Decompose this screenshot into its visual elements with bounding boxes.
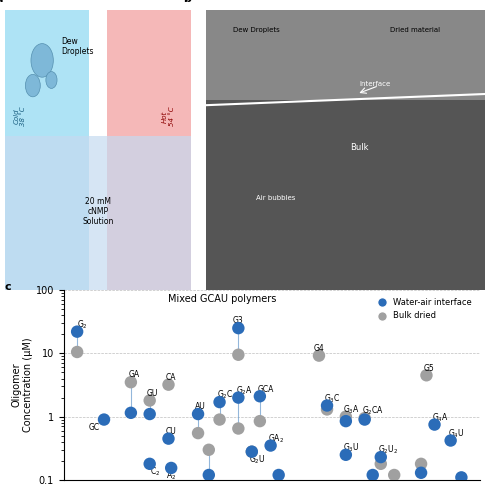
Text: G$_3$A: G$_3$A xyxy=(343,403,360,415)
Point xyxy=(447,436,455,444)
FancyBboxPatch shape xyxy=(107,10,191,290)
Point xyxy=(267,442,274,450)
Point xyxy=(127,378,135,386)
Text: Bulk: Bulk xyxy=(350,143,368,152)
Text: U$_2$: U$_2$ xyxy=(0,499,1,500)
Text: G$_4$A: G$_4$A xyxy=(432,411,449,424)
Point xyxy=(256,392,264,400)
Text: GU: GU xyxy=(147,389,158,398)
Point xyxy=(165,434,172,442)
Text: GA$_2$: GA$_2$ xyxy=(268,432,284,444)
Point xyxy=(342,417,350,425)
Text: a: a xyxy=(0,0,3,4)
Point xyxy=(205,446,213,454)
Text: Dried material: Dried material xyxy=(390,28,441,34)
Text: G$_4$U: G$_4$U xyxy=(448,427,465,440)
Point xyxy=(146,410,153,418)
Point xyxy=(275,471,283,479)
FancyBboxPatch shape xyxy=(206,10,485,100)
Point xyxy=(165,380,172,388)
Point xyxy=(369,471,377,479)
Point xyxy=(377,460,385,468)
Text: G$_4$C: G$_4$C xyxy=(0,499,1,500)
Point xyxy=(248,448,256,456)
Point xyxy=(391,471,398,479)
Text: GC: GC xyxy=(89,423,100,432)
Text: G$_3$C: G$_3$C xyxy=(324,392,341,404)
Point xyxy=(194,410,202,418)
Text: GCA: GCA xyxy=(257,384,273,394)
Point xyxy=(234,324,242,332)
Point xyxy=(315,352,323,360)
FancyBboxPatch shape xyxy=(206,10,485,290)
Point xyxy=(234,424,242,432)
Legend: Water-air interface, Bulk dried: Water-air interface, Bulk dried xyxy=(370,294,476,324)
Point xyxy=(234,394,242,402)
Point xyxy=(167,464,175,472)
Text: AU$_3$: AU$_3$ xyxy=(0,499,1,500)
Text: Mixed GCAU polymers: Mixed GCAU polymers xyxy=(168,294,276,304)
Point xyxy=(146,396,153,404)
Point xyxy=(248,448,256,456)
Point xyxy=(361,416,368,424)
Text: G3: G3 xyxy=(233,316,244,326)
Point xyxy=(361,414,368,422)
Point xyxy=(256,417,264,425)
Text: GU$_2$: GU$_2$ xyxy=(0,499,1,500)
Text: Dew
Droplets: Dew Droplets xyxy=(61,36,93,56)
Text: G5: G5 xyxy=(424,364,435,372)
Point xyxy=(323,402,331,409)
Text: CA: CA xyxy=(166,373,176,382)
Y-axis label: Oligomer
Concentration (μM): Oligomer Concentration (μM) xyxy=(11,338,33,432)
Circle shape xyxy=(46,72,57,88)
Text: G$_2$U$_2$: G$_2$U$_2$ xyxy=(378,444,398,456)
Text: G$_2$: G$_2$ xyxy=(77,318,88,330)
Text: Dew Droplets: Dew Droplets xyxy=(233,28,279,34)
Text: G$_2$U: G$_2$U xyxy=(249,454,266,466)
Text: Air bubbles: Air bubbles xyxy=(256,196,295,202)
Text: G$_2$A: G$_2$A xyxy=(236,384,252,396)
Point xyxy=(146,460,153,468)
Text: b: b xyxy=(183,0,191,4)
Point xyxy=(73,328,81,336)
Circle shape xyxy=(31,44,53,77)
Text: G$_2$A$_2$: G$_2$A$_2$ xyxy=(0,499,1,500)
Point xyxy=(73,348,81,356)
Text: C$_2$: C$_2$ xyxy=(149,466,160,478)
Point xyxy=(422,372,430,380)
Text: Hot
54 °C: Hot 54 °C xyxy=(162,106,175,126)
Point xyxy=(216,416,223,424)
Text: G$_2$CA: G$_2$CA xyxy=(362,404,384,417)
Point xyxy=(458,474,466,482)
Point xyxy=(205,471,213,479)
Text: Cold
38 °C: Cold 38 °C xyxy=(13,106,26,126)
Point xyxy=(417,460,425,468)
Point xyxy=(342,451,350,459)
Text: c: c xyxy=(5,282,12,292)
Point xyxy=(323,406,331,413)
Text: G$_3$U$_2$: G$_3$U$_2$ xyxy=(0,499,1,500)
Text: G$_2$C: G$_2$C xyxy=(217,388,233,401)
Text: Interface: Interface xyxy=(360,80,391,86)
Point xyxy=(100,416,108,424)
Point xyxy=(417,469,425,477)
Text: CU: CU xyxy=(166,427,176,436)
FancyBboxPatch shape xyxy=(5,136,191,290)
Text: AU: AU xyxy=(196,402,206,411)
Text: A$_2$: A$_2$ xyxy=(166,470,176,482)
Point xyxy=(377,453,385,461)
Point xyxy=(216,398,223,406)
Point xyxy=(234,350,242,358)
Circle shape xyxy=(25,74,40,97)
Text: 20 mM
cNMP
Solution: 20 mM cNMP Solution xyxy=(82,196,114,226)
Point xyxy=(127,409,135,417)
Point xyxy=(194,429,202,437)
Point xyxy=(342,412,350,420)
Text: GA: GA xyxy=(128,370,139,380)
Point xyxy=(431,420,439,428)
FancyBboxPatch shape xyxy=(5,10,89,290)
Text: G4: G4 xyxy=(314,344,324,353)
Text: G$_3$U: G$_3$U xyxy=(343,442,360,454)
